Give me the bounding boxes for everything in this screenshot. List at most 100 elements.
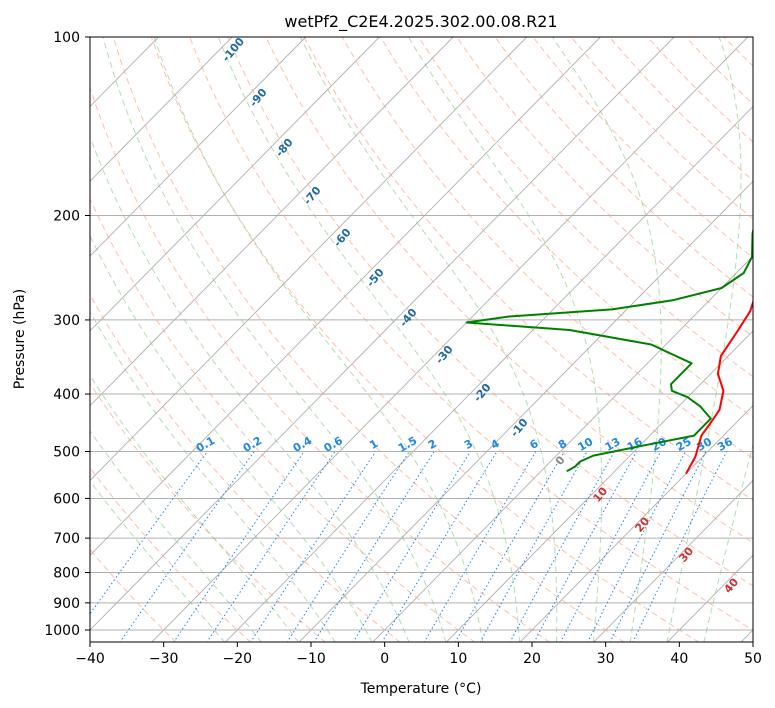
mixing-ratio-line [250,451,377,642]
y-tick-label: 800 [53,566,80,582]
dry-adiabat-line [90,382,326,642]
moist-adiabat-line [90,311,336,642]
mixing-ratio-line [352,451,471,642]
mixing-ratio-label: 4 [489,437,502,452]
isotherm-line [372,255,753,642]
temperature-line [685,299,753,475]
x-tick-label: −20 [223,651,253,667]
chart-title: wetPf2_C2E4.2025.302.00.08.R21 [284,12,557,32]
mixing-ratio-line [509,451,615,642]
mixing-ratio-label: 2 [426,437,439,452]
y-tick-label: 300 [53,313,80,329]
x-axis: −40 −30 −20 −10 0 10 20 30 40 50 [75,642,762,667]
mixing-ratio-line [632,451,728,642]
mixing-ratio-line [206,451,336,642]
dry-adiabat-line [112,37,625,642]
mixing-ratio-line [286,451,410,642]
dry-adiabat-label: -30 [433,343,456,367]
y-tick-label: 500 [53,444,80,460]
y-tick-label: 700 [53,531,80,547]
dewpoint-line [465,186,753,473]
moist-adiabat-line [666,37,742,642]
mixing-ratio-line [119,451,255,642]
moist-adiabat-line [551,37,662,642]
plot-frame [89,36,754,643]
x-tick-label: 10 [449,651,467,667]
moist-adiabat-line [703,442,753,642]
dry-adiabat-label: -40 [397,306,420,330]
x-tick-label: −10 [296,651,326,667]
x-tick-label: 0 [380,651,389,667]
mixing-ratio-line [609,451,707,642]
x-tick-label: 20 [523,651,541,667]
dry-adiabat-line [265,37,753,544]
isotherm-line [740,629,753,642]
y-tick-label: 600 [53,491,80,507]
profile-series [465,186,753,475]
y-tick-label: 200 [53,209,80,225]
moist-adiabat-line [90,429,262,642]
dry-adiabat-line [762,37,775,643]
y-tick-label: 100 [53,30,80,46]
isotherm-line [593,479,753,642]
dry-adiabat-line [494,37,753,298]
x-tick-label: −30 [149,651,179,667]
isotherm-line [151,37,749,642]
moist-adiabat-line [90,234,373,642]
moist-adiabat-line [153,37,484,642]
dry-adiabat-line [90,293,401,642]
dry-adiabat-line [90,197,476,642]
isotherm-line [90,37,233,182]
dry-adiabat-label: -90 [247,86,270,110]
moist-adiabat-line [90,374,299,642]
isotherm-line [519,404,753,642]
dry-adiabat-line [150,37,700,642]
mixing-ratio-line [381,451,498,642]
x-axis-label: Temperature (°C) [360,681,482,697]
isotherm-line [90,37,380,332]
y-axis: 100 200 300 400 500 600 700 800 900 1000 [44,30,90,639]
dry-adiabat-label: -10 [508,416,531,440]
y-tick-label: 900 [53,596,80,612]
dry-adiabat-line [90,86,550,642]
dry-adiabat-line [379,37,753,418]
isotherm-line [445,330,753,642]
isotherm-line [0,37,11,643]
x-tick-label: 30 [597,651,615,667]
isotherm-line [90,37,601,556]
moist-adiabat-line [90,135,410,642]
moist-adiabat-line [90,480,226,642]
mixing-ratio-line [173,451,305,642]
moist-adiabat-line [102,37,447,642]
isotherm-line [90,37,528,482]
dry-adiabat-label: 10 [590,484,610,504]
x-tick-label: 50 [744,651,762,667]
dry-adiabat-line [456,37,753,338]
dry-adiabat-line [341,37,753,460]
moist-adiabat-line [408,37,603,642]
dry-adiabat-label: -60 [331,226,354,250]
line-labels: 0.1 0.2 0.4 0.6 1 1.5 2 3 4 6 8 10 13 16 20 25 30 36-100-… [194,35,742,596]
dry-adiabat-line [189,37,753,631]
mixing-ratio-line [479,451,588,642]
isotherm-line [90,37,675,631]
mixing-ratio-line [533,451,637,642]
mixing-ratio-line [560,451,662,642]
y-axis-label: Pressure (hPa) [12,289,28,389]
dry-adiabat-label: -100 [219,35,247,65]
dry-adiabat-line [227,37,753,587]
mixing-ratio-label: 6 [528,437,541,452]
moist-adiabat-line [217,37,521,642]
dry-adiabat-line [418,37,753,378]
x-tick-label: 40 [670,651,688,667]
mixing-ratio-line [423,451,537,642]
dry-adiabat-line [303,37,753,501]
dry-adiabat-label: -50 [364,266,387,290]
y-tick-label: 1000 [44,623,80,639]
moist-adiabat-line [299,37,558,642]
y-tick-label: 400 [53,387,80,403]
dry-adiabat-line [90,466,252,642]
dry-adiabat-line [647,37,753,143]
isotherm-line [90,37,307,257]
